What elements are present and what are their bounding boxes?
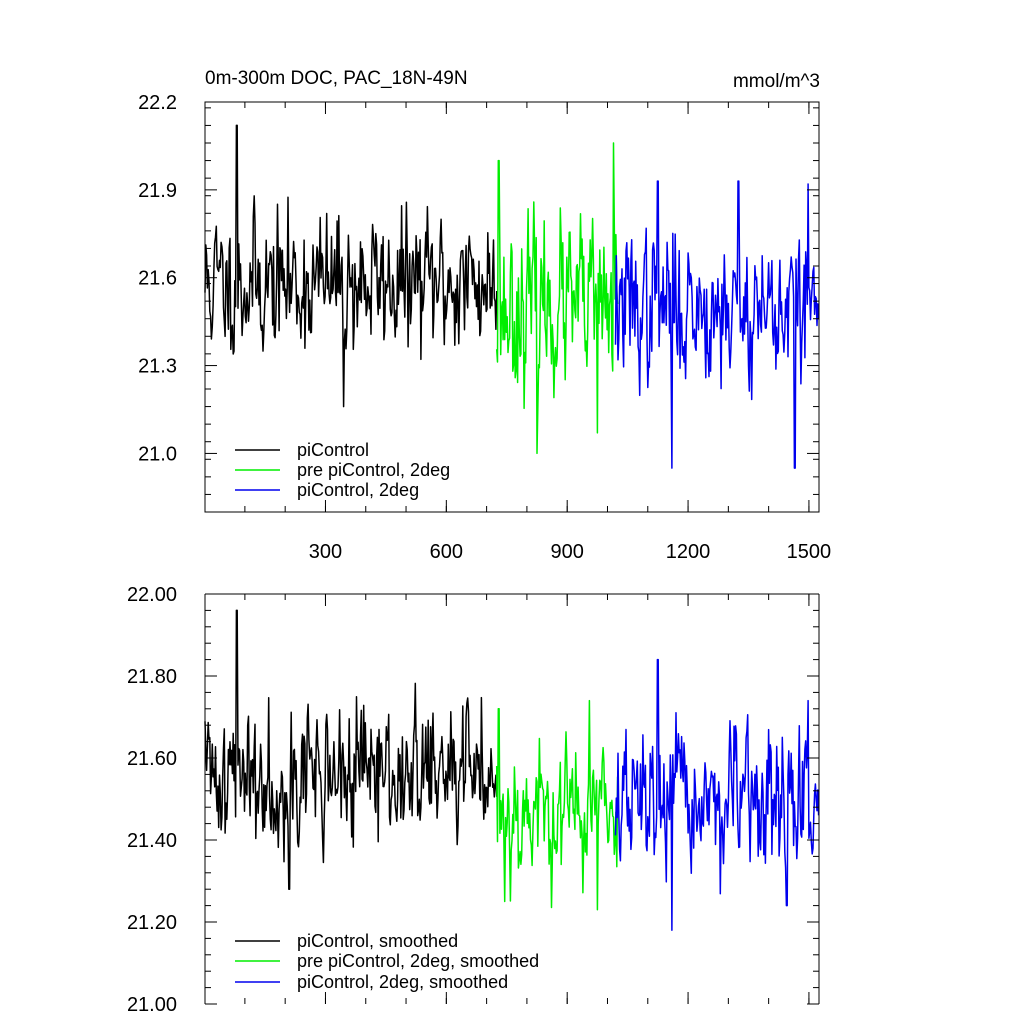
- y-tick-label-1-5: 22.00: [127, 584, 177, 606]
- top-series-layer: [204, 124, 820, 469]
- y-tick-label-0-3: 21.9: [138, 180, 177, 202]
- x-tick-label-0-1: 600: [430, 541, 463, 563]
- x-tick-label-0-2: 900: [551, 541, 584, 563]
- top-panel-title: 0m-300m DOC, PAC_18N-49N: [205, 68, 468, 89]
- y-tick-label-1-2: 21.40: [127, 830, 177, 852]
- y-tick-label-0-1: 21.3: [138, 356, 177, 378]
- top-panel-units: mmol/m^3: [733, 71, 820, 92]
- legend-label-picontrol: piControl: [297, 440, 369, 460]
- series-line-1-1: [495, 699, 619, 911]
- legend-label-pre-picontrol-2deg: pre piControl, 2deg: [297, 460, 450, 480]
- legend-label-picontrol-2deg: piControl, 2deg: [297, 480, 419, 500]
- x-tick-label-0-0: 300: [309, 541, 342, 563]
- series-line-0-1: [495, 142, 619, 455]
- bottom-legend: piControl, smoothed pre piControl, 2deg,…: [235, 931, 539, 992]
- legend-label-picontrol-2deg-smoothed: piControl, 2deg, smoothed: [297, 972, 508, 992]
- series-line-1-0: [204, 609, 498, 890]
- legend-label-pre-picontrol-2deg-smoothed: pre piControl, 2deg, smoothed: [297, 951, 539, 971]
- y-tick-label-0-4: 22.2: [138, 92, 177, 114]
- y-tick-label-1-1: 21.20: [127, 912, 177, 934]
- y-tick-label-1-4: 21.80: [127, 666, 177, 688]
- series-line-0-0: [204, 124, 498, 408]
- top-plot-frame: [204, 101, 820, 513]
- top-ticks-layer: 21.0 21.3 21.6 21.9 22.2 300 600 900 1200 1500: [138, 92, 831, 563]
- series-line-1-2: [614, 658, 820, 931]
- y-tick-label-1-0: 21.00: [127, 994, 177, 1016]
- top-panel: 0m-300m DOC, PAC_18N-49N mmol/m^3 21.021…: [138, 68, 831, 563]
- bottom-series-layer: [204, 609, 820, 931]
- bottom-panel: 21.00 21.20 21.40 21.60 21.80 22.00 piControl…: [127, 584, 820, 1016]
- series-line-0-2: [614, 180, 820, 469]
- x-tick-label-0-3: 1200: [666, 541, 711, 563]
- legend-label-picontrol-smoothed: piControl, smoothed: [297, 931, 458, 951]
- x-tick-label-0-4: 1500: [787, 541, 832, 563]
- top-legend: piControl pre piControl, 2deg piControl,…: [235, 440, 450, 500]
- y-tick-label-0-0: 21.0: [138, 443, 177, 465]
- y-tick-label-1-3: 21.60: [127, 748, 177, 770]
- y-tick-label-0-2: 21.6: [138, 268, 177, 290]
